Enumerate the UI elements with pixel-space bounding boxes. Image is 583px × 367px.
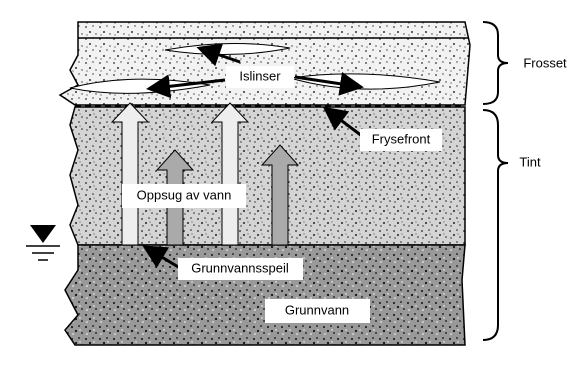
arrow [322, 106, 363, 138]
ice-lens [289, 73, 441, 90]
arrow [294, 71, 364, 96]
ice-lens [69, 78, 211, 94]
water-table-symbol [26, 225, 60, 261]
label-box [178, 258, 303, 280]
label: Frysefront [372, 131, 431, 146]
label-box [360, 129, 442, 151]
arrow [142, 245, 181, 270]
uptake-arrows [110, 102, 300, 246]
label: Oppsug av vann [137, 187, 232, 202]
zone-label: Frosset [523, 55, 567, 70]
label-box [226, 66, 294, 88]
label: Grunnvann [285, 302, 349, 317]
brace [482, 21, 509, 105]
label-box [265, 299, 370, 323]
label-box [122, 184, 246, 208]
zone-label: Tint [519, 154, 541, 169]
label: Islinser [239, 68, 281, 83]
brace [482, 109, 509, 341]
label: Grunnvannsspeil [191, 260, 289, 275]
arrow [196, 43, 241, 67]
arrow [146, 74, 226, 99]
